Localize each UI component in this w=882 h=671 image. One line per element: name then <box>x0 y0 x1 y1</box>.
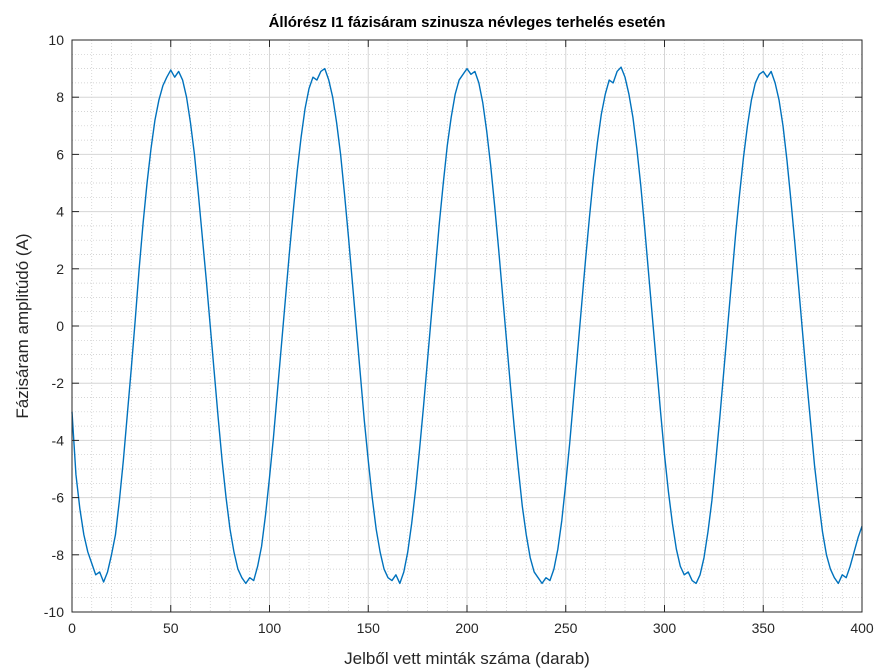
x-tick-label: 50 <box>163 620 179 636</box>
y-tick-label: -2 <box>52 375 65 391</box>
chart-title: Állórész I1 fázisáram szinusza névleges … <box>269 14 666 31</box>
y-axis-title: Fázisáram amplitúdó (A) <box>13 233 32 418</box>
x-tick-label: 300 <box>653 620 677 636</box>
y-tick-labels: -10 -8 -6 -4 -2 0 2 4 6 8 10 <box>44 32 64 620</box>
x-tick-label: 400 <box>850 620 874 636</box>
series-layer <box>71 66 863 585</box>
x-axis-title: Jelből vett minták száma (darab) <box>344 649 590 668</box>
x-tick-label: 100 <box>258 620 282 636</box>
y-tick-label: 10 <box>48 32 64 48</box>
x-tick-label: 350 <box>752 620 776 636</box>
y-tick-label: -10 <box>44 604 64 620</box>
x-tick-label: 0 <box>68 620 76 636</box>
y-tick-label: -6 <box>52 490 65 506</box>
x-tick-label: 200 <box>455 620 479 636</box>
y-tick-label: 6 <box>56 146 64 162</box>
y-tick-label: 8 <box>56 89 64 105</box>
x-tick-label: 250 <box>554 620 578 636</box>
major-grid <box>72 40 862 612</box>
series-line <box>71 66 863 585</box>
y-tick-label: -8 <box>52 547 65 563</box>
y-tick-label: 0 <box>56 318 64 334</box>
x-tick-label: 150 <box>357 620 381 636</box>
y-tick-label: 4 <box>56 204 64 220</box>
y-tick-label: -4 <box>52 432 65 448</box>
x-tick-labels: 0 50 100 150 200 250 300 350 400 <box>68 620 874 636</box>
tick-marks <box>71 39 863 613</box>
y-tick-label: 2 <box>56 261 64 277</box>
